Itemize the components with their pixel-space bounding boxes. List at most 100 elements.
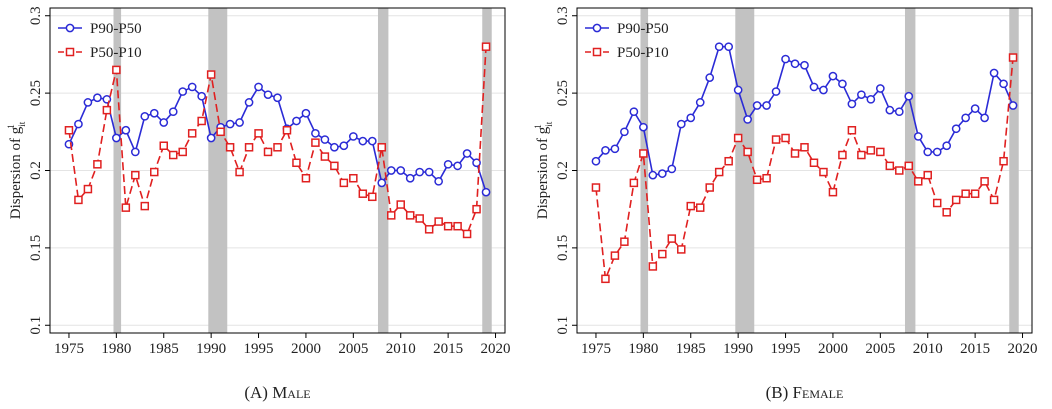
marker: [714, 42, 724, 52]
recession-band: [482, 8, 492, 333]
marker: [857, 90, 866, 100]
marker: [895, 166, 904, 175]
marker: [904, 91, 914, 101]
marker: [282, 126, 292, 135]
marker: [970, 104, 980, 113]
x-tick-label: 2005: [338, 341, 368, 357]
caption: (B) Female: [766, 383, 844, 402]
marker: [686, 113, 696, 123]
marker: [168, 150, 178, 160]
recession-band: [1009, 8, 1019, 333]
y-axis-label-main: Dispersion of g: [535, 126, 551, 219]
marker: [724, 156, 733, 166]
y-tick-label: 0.3: [555, 6, 571, 25]
legend-label: P90-P50: [90, 21, 142, 37]
marker: [639, 122, 648, 132]
marker: [885, 105, 895, 115]
marker: [93, 160, 102, 169]
marker: [434, 217, 443, 226]
y-tick-label: 0.15: [555, 235, 571, 261]
marker: [330, 142, 339, 152]
marker: [216, 127, 225, 137]
x-tick-label: 2015: [960, 341, 990, 357]
marker: [601, 146, 610, 155]
marker: [904, 161, 914, 171]
x-tick-label: 1980: [628, 341, 658, 357]
marker: [629, 178, 639, 188]
marker: [311, 129, 320, 138]
marker: [368, 192, 377, 202]
panel: 0.1 0.15 0.2 0.25 0.3 1975 1980 1985 1990 1995 200…: [6, 6, 511, 402]
marker: [263, 90, 273, 100]
marker: [93, 93, 102, 103]
marker: [348, 132, 358, 141]
marker: [405, 173, 415, 183]
marker: [847, 99, 857, 109]
marker: [168, 107, 178, 117]
y-tick-label: 0.1: [28, 316, 44, 335]
marker: [187, 129, 197, 138]
marker: [885, 161, 895, 171]
x-tick-label: 1980: [101, 341, 131, 357]
marker: [263, 147, 273, 157]
marker: [178, 87, 188, 96]
marker: [83, 98, 93, 107]
x-tick-label: 2005: [865, 341, 895, 357]
marker: [254, 129, 263, 138]
marker: [225, 119, 235, 129]
marker: [771, 135, 781, 144]
marker: [714, 167, 724, 177]
marker: [999, 79, 1008, 89]
marker: [980, 177, 989, 186]
marker: [667, 234, 677, 243]
marker: [150, 167, 159, 177]
marker: [396, 166, 406, 175]
marker: [131, 170, 140, 180]
y-axis-label: Dispersion of git1: [533, 121, 554, 219]
marker: [140, 111, 150, 121]
x-tick-label: 1985: [149, 341, 179, 357]
x-tick-label: 2000: [818, 341, 848, 357]
plot-frame: [49, 7, 506, 334]
marker: [235, 167, 244, 177]
y-tick-label: 0.2: [555, 161, 571, 180]
marker: [677, 245, 686, 254]
marker: [724, 42, 734, 52]
marker: [942, 141, 952, 151]
marker: [610, 251, 620, 260]
marker: [923, 170, 932, 180]
x-tick-label: 1990: [723, 341, 753, 357]
marker: [876, 147, 885, 157]
x-tick-label: 2015: [433, 341, 463, 357]
y-axis-label-main: Dispersion of g: [8, 126, 24, 219]
y-axis-label-sup: 1: [533, 124, 543, 129]
marker: [244, 143, 254, 152]
marker: [292, 116, 301, 126]
marker: [453, 221, 462, 231]
marker: [705, 183, 714, 192]
marker: [443, 221, 453, 231]
marker: [838, 79, 847, 89]
x-tick-label: 2010: [386, 341, 416, 357]
marker: [620, 127, 629, 137]
marker: [743, 147, 752, 157]
marker: [686, 201, 695, 211]
marker: [83, 184, 93, 194]
marker: [415, 214, 424, 223]
marker: [989, 68, 999, 78]
y-axis-label-sup: 1: [6, 124, 16, 129]
marker: [923, 147, 933, 157]
marker: [339, 141, 349, 151]
y-axis-label: Dispersion of git1: [6, 121, 27, 219]
marker: [866, 94, 876, 104]
x-tick-label: 2020: [1008, 341, 1038, 357]
marker: [648, 262, 658, 271]
recession-band: [735, 8, 755, 333]
marker: [377, 143, 387, 152]
y-tick-label: 0.1: [555, 316, 571, 335]
marker: [658, 249, 667, 259]
marker: [396, 200, 405, 209]
marker: [695, 203, 705, 212]
y-axis-label-sub: it: [544, 121, 554, 127]
